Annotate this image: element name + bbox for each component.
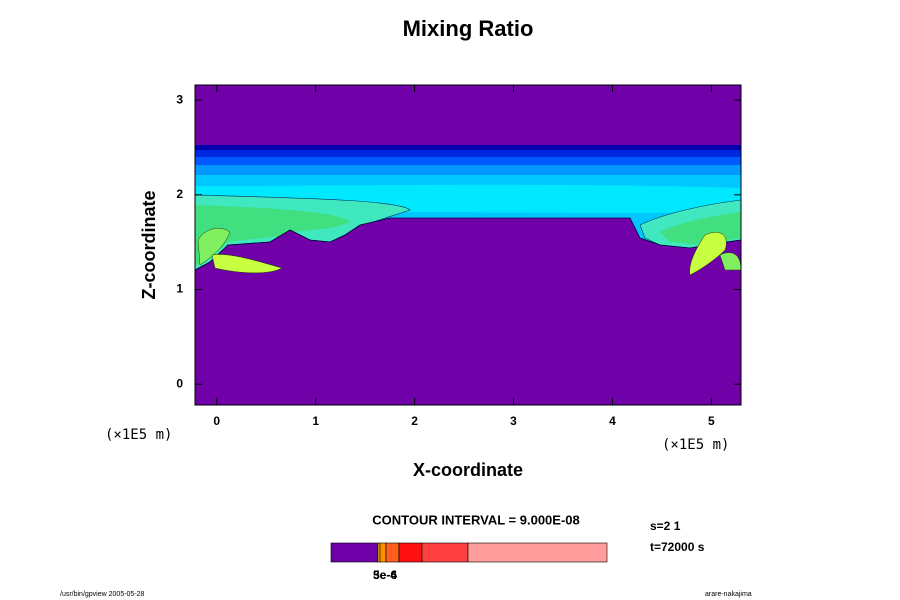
plot-frame [194, 84, 742, 406]
field-band [195, 157, 741, 165]
y-tick-label: 2 [176, 187, 183, 201]
x-tick-label: 3 [510, 414, 517, 428]
x-tick-label: 5 [708, 414, 715, 428]
colorbar-segment [385, 542, 400, 563]
colorbar-segment [379, 542, 387, 563]
field-region [195, 205, 350, 266]
plot-area [194, 84, 742, 406]
colorbar-label: 3e-6 [373, 568, 397, 582]
field-blob [689, 232, 727, 276]
x-unit: (×1E5 m) [662, 437, 729, 453]
time-label: t=72000 s [650, 540, 705, 554]
colorbar-segment [398, 542, 423, 563]
contour-interval: CONTOUR INTERVAL = 9.000E-08 [372, 512, 579, 527]
field-band [195, 145, 741, 150]
field-band [195, 184, 741, 213]
colorbar-segment [330, 542, 379, 563]
colorbar-segment [421, 542, 469, 563]
y-tick-label: 1 [176, 282, 183, 296]
x-tick-label: 2 [411, 414, 418, 428]
colorbar-label: 5e-4 [373, 568, 397, 582]
x-tick-label: 0 [213, 414, 220, 428]
field-band [195, 165, 741, 175]
y-unit: (×1E5 m) [105, 427, 172, 443]
x-tick-label: 1 [312, 414, 319, 428]
field-band [195, 150, 741, 157]
footer-left: /usr/bin/gpview 2005-05-28 [60, 591, 145, 598]
y-tick-label: 3 [176, 92, 183, 106]
y-axis-label: Z-coordinate [139, 190, 159, 299]
colorbar-segment [467, 542, 608, 563]
field-blob [197, 228, 231, 266]
footer-right: arare-nakajima [705, 591, 752, 598]
x-axis-label: X-coordinate [413, 460, 523, 480]
field-lower [194, 217, 742, 406]
field-blob [211, 254, 283, 274]
y-tick-label: 0 [176, 376, 183, 390]
chart-title: Mixing Ratio [403, 16, 534, 41]
step-label: s=2 1 [650, 519, 681, 533]
x-tick-label: 4 [609, 414, 616, 428]
